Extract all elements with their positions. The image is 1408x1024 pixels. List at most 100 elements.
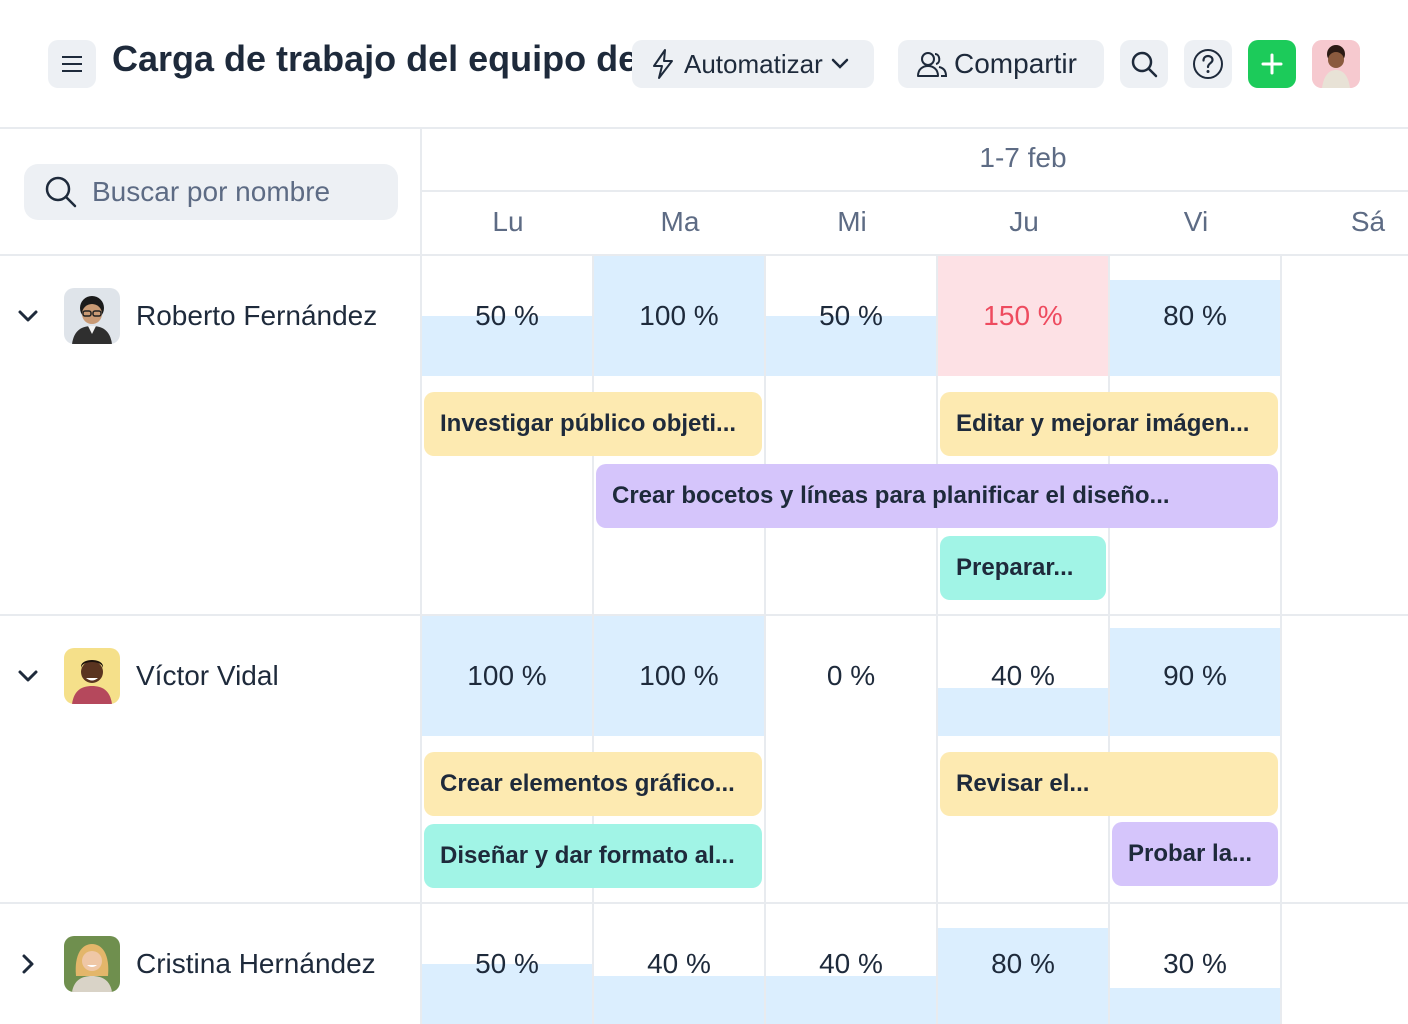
workload-percent: 100 % [639,660,719,691]
menu-button[interactable] [48,40,96,88]
workload-bar [766,976,936,1024]
add-button[interactable] [1248,40,1296,88]
avatar [64,288,120,344]
day-header: Ma [660,206,700,237]
person-portrait-icon [64,648,120,704]
task-bar[interactable]: Investigar público objeti... [424,392,762,456]
workload-cell[interactable]: 50 % [422,904,592,1024]
chevron-down-icon [831,58,848,69]
automation-button[interactable]: Automatizar [632,40,874,88]
automation-label: Automatizar [684,48,823,79]
help-icon [1193,49,1223,79]
person-name[interactable]: Víctor Vidal [136,660,279,691]
workload-percent: 40 % [819,948,883,979]
share-button[interactable]: Compartir [898,40,1104,88]
plus-icon [1261,53,1283,75]
workload-bar [938,688,1108,736]
workload-percent: 90 % [1163,660,1227,691]
day-gridline [1280,256,1282,614]
workload-percent: 40 % [991,660,1055,691]
workload-cell[interactable]: 80 % [1110,256,1280,376]
workload-cell[interactable]: 150 % [938,256,1108,376]
workload-percent: 80 % [991,948,1055,979]
collapse-chevron-button[interactable] [14,662,42,690]
row-divider [0,614,1408,616]
workload-cell[interactable]: 30 % [1110,904,1280,1024]
workload-percent: 50 % [475,948,539,979]
workload-bar [938,256,1108,376]
help-button[interactable] [1184,40,1232,88]
workload-cell[interactable]: 80 % [938,904,1108,1024]
workload-bar [594,256,764,376]
workload-cell[interactable]: 100 % [594,616,764,736]
user-portrait-icon [1312,40,1360,88]
avatar [64,936,120,992]
workload-percent: 100 % [467,660,547,691]
workload-percent: 0 % [826,660,876,691]
workload-cell[interactable]: 40 % [594,904,764,1024]
workload-cell[interactable]: 40 % [938,616,1108,736]
day-gridline [936,904,938,1024]
day-gridline [1280,904,1282,1024]
workload-bar [938,928,1108,1024]
workload-cell[interactable]: 90 % [1110,616,1280,736]
day-gridline [936,616,938,902]
day-gridline [1280,616,1282,902]
person-name[interactable]: Cristina Hernández [136,948,376,979]
day-gridline [764,256,766,614]
person-portrait-icon [64,936,120,992]
task-bar[interactable]: Crear bocetos y líneas para planificar e… [596,464,1278,528]
column-divider [420,127,422,1024]
day-header: Sá [1350,206,1386,237]
day-gridline [1108,904,1110,1024]
workload-bar [766,316,936,376]
day-header: Vi [1183,206,1209,237]
day-gridline [936,256,938,614]
workload-percent: 80 % [1163,300,1227,331]
current-user-avatar[interactable] [1312,40,1360,88]
workload-cell[interactable]: 100 % [422,616,592,736]
chevron-right-icon [22,954,34,974]
workload-bar [422,964,592,1024]
period-label: 1-7 feb [979,142,1067,173]
day-gridline [764,904,766,1024]
share-label: Compartir [954,48,1077,79]
task-bar[interactable]: Revisar el... [940,752,1278,816]
task-bar[interactable]: Preparar... [940,536,1106,600]
workload-bar [1110,280,1280,376]
workload-percent: 30 % [1163,948,1227,979]
task-bar[interactable]: Probar la... [1112,822,1278,886]
workload-cell[interactable]: 50 % [422,256,592,376]
day-header: Ju [1009,206,1039,237]
workload-bar [594,976,764,1024]
workload-bar [1110,628,1280,736]
workload-cell[interactable]: 50 % [766,256,936,376]
workload-cell[interactable]: 40 % [766,904,936,1024]
day-header: Mi [837,206,867,237]
search-button[interactable] [1120,40,1168,88]
lightning-icon [653,49,673,79]
search-icon [1131,51,1158,78]
task-bar[interactable]: Diseñar y dar formato al... [424,824,762,888]
task-bar[interactable]: Crear elementos gráfico... [424,752,762,816]
workload-percent: 50 % [819,300,883,331]
task-bar[interactable]: Editar y mejorar imágen... [940,392,1278,456]
header-divider [0,254,1408,256]
expand-chevron-button[interactable] [14,950,42,978]
collapse-chevron-button[interactable] [14,302,42,330]
chevron-down-icon [18,670,38,682]
chevron-down-icon [18,310,38,322]
workload-cell[interactable]: 0 % [766,616,936,736]
person-name[interactable]: Roberto Fernández [136,300,378,331]
workload-cell[interactable]: 100 % [594,256,764,376]
people-icon [917,52,948,77]
period-divider [422,190,1408,192]
person-portrait-icon [64,288,120,344]
workload-bar [1110,988,1280,1024]
workload-bar [422,316,592,376]
search-field[interactable]: Buscar por nombre [24,164,398,220]
day-header: Lu [492,206,524,237]
top-bar: Carga de trabajo del equipo del proyecto… [0,0,1408,129]
workload-bar [422,616,592,736]
hamburger-icon [62,56,82,72]
